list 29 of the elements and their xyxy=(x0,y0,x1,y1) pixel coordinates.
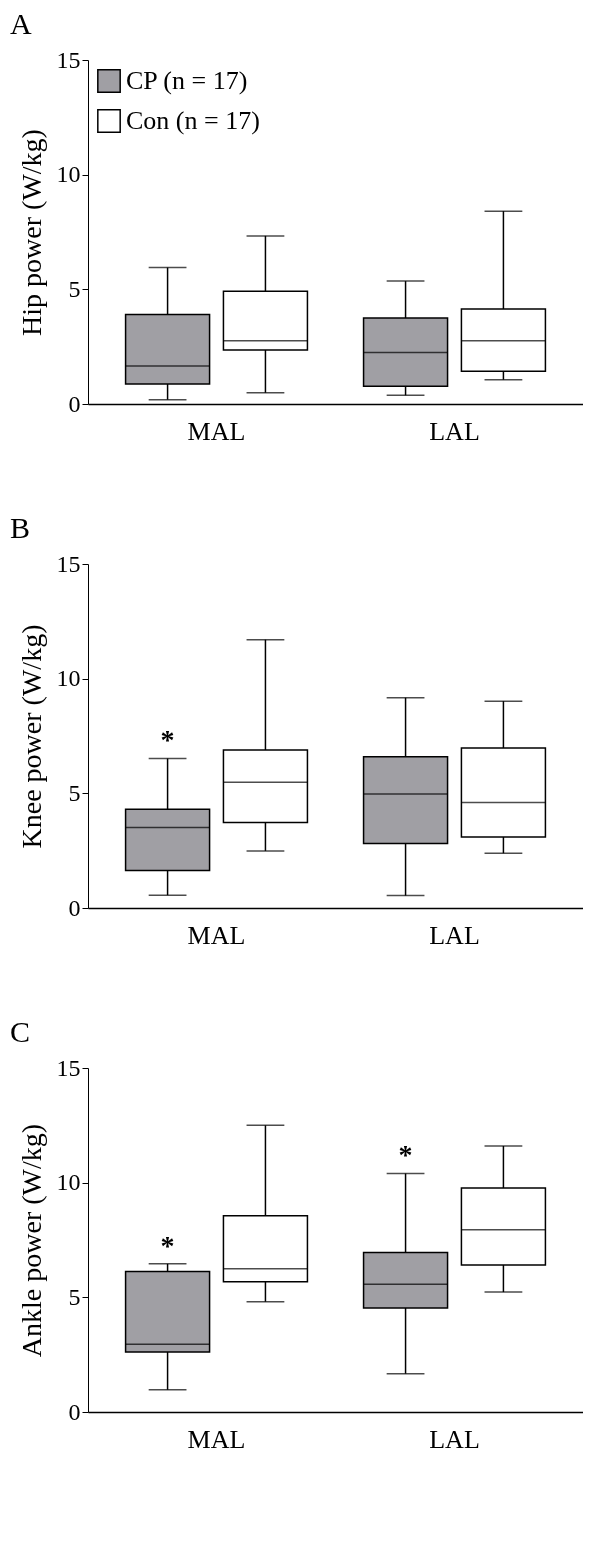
y-tick-label: 10 xyxy=(56,1169,81,1196)
text: * xyxy=(160,1229,175,1261)
y-tick-label: 0 xyxy=(68,1398,81,1425)
x-tick-label: LAL xyxy=(429,416,480,446)
y-axis-title: Ankle power (W/kg) xyxy=(15,1123,47,1358)
x-tick-label: LAL xyxy=(429,1424,480,1454)
chart-title: B xyxy=(10,511,31,544)
x-tick-label: MAL xyxy=(187,1424,246,1454)
y-tick-label: 10 xyxy=(56,161,81,188)
x-tick-label: MAL xyxy=(187,416,246,446)
y-tick-label: 15 xyxy=(56,1054,81,1081)
y-tick-label: 10 xyxy=(56,665,81,692)
x-tick-label: LAL xyxy=(429,920,480,950)
y-tick-label: 5 xyxy=(68,779,81,806)
y-tick-label: 0 xyxy=(68,390,81,417)
chart-title: A xyxy=(10,7,32,40)
chart-title: C xyxy=(10,1015,31,1048)
x-tick-label: MAL xyxy=(187,920,246,950)
y-axis-title: Hip power (W/kg) xyxy=(15,129,47,336)
y-tick-label: 5 xyxy=(68,1283,81,1310)
legend-label: CP (n = 17) xyxy=(126,66,248,95)
y-tick-label: 15 xyxy=(56,46,81,73)
text: * xyxy=(398,1139,413,1171)
y-tick-label: 0 xyxy=(68,894,81,921)
y-tick-label: 15 xyxy=(56,550,81,577)
text: * xyxy=(160,724,175,756)
legend-label: Con (n = 17) xyxy=(126,106,260,135)
y-axis-title: Knee power (W/kg) xyxy=(15,624,47,849)
y-tick-label: 5 xyxy=(68,275,81,302)
